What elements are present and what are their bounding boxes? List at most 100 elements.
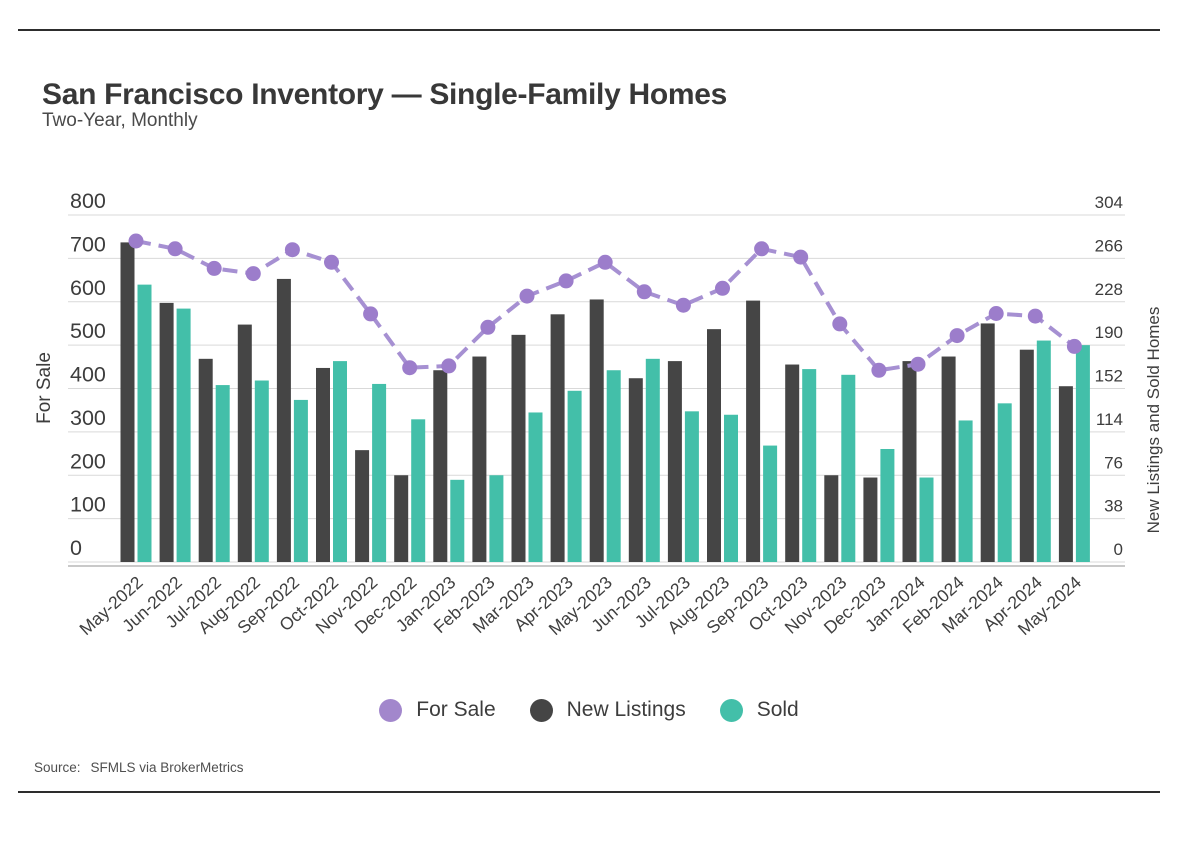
page-title: San Francisco Inventory — Single-Family … [42,78,728,112]
for-sale-point [949,328,965,344]
for-sale-point [910,356,926,372]
legend-item-for-sale: For Sale [379,698,496,722]
right-axis-tick-label: 190 [1095,323,1123,342]
new-listings-bar [980,323,995,562]
left-axis-tick-label: 700 [70,232,106,256]
for-sale-point [441,358,457,374]
sold-bar [254,380,269,562]
sold-bar [919,477,934,562]
left-axis-tick-label: 0 [70,536,82,560]
new-listings-bar [550,314,565,562]
for-sale-point [324,254,339,270]
sold-bar [645,358,660,562]
new-listings-bar [237,324,252,562]
new-listings-bar [120,242,135,562]
new-listings-bar [511,334,526,562]
sold-bar [841,374,856,562]
top-divider [18,29,1160,31]
right-axis-tick-label: 0 [1114,540,1123,559]
sold-bar [215,385,230,562]
sold-bar [333,361,347,562]
page-subtitle: Two-Year, Monthly [42,110,198,131]
new-listings-bar [746,300,761,562]
sold-bar [724,414,738,562]
new-listings-bar [902,361,917,562]
for-sale-point [636,284,652,300]
new-listings-bar [159,302,174,562]
bottom-divider [18,791,1160,793]
new-listings-bar [667,361,682,562]
new-listings-bar [355,450,370,562]
legend-label: New Listings [566,698,686,721]
new-listings-bar [785,364,800,562]
for-sale-point [715,280,730,296]
sold-bar [372,383,387,562]
left-axis-tick-label: 100 [70,493,106,517]
left-axis-title: For Sale [34,352,55,424]
sold-bar [997,403,1012,562]
legend-item-new-listings: New Listings [529,698,686,722]
sold-bar [763,445,778,562]
new-listings-bar [433,370,448,562]
chart-canvas: 0 0 100 38 200 76 300 114 400 152 500 190 600 228 700 2… [34,189,1163,639]
inventory-chart: 0 0 100 38 200 76 300 114 400 152 500 190 600 228 700 2… [20,183,1170,675]
sold-bar [450,479,465,562]
new-listings-bar [472,356,487,562]
new-listings-bar [316,367,330,562]
source-label: Source: [34,760,81,775]
for-sale-swatch-icon [379,698,403,722]
right-axis-tick-label: 266 [1095,236,1123,255]
for-sale-point [402,360,418,376]
left-axis-tick-label: 400 [70,363,106,387]
for-sale-point [1066,338,1082,354]
for-sale-point [284,242,300,258]
for-sale-point [675,297,691,313]
legend-label: Sold [756,698,799,721]
for-sale-point [597,254,613,270]
left-axis-tick-label: 800 [70,189,106,213]
sold-bar [567,390,582,562]
new-listings-bar [394,475,409,562]
chart-legend: For Sale New Listings Sold [0,698,1178,722]
right-axis-tick-label: 228 [1095,280,1123,299]
sold-bar [1075,345,1090,562]
for-sale-point [988,306,1004,321]
sold-bar [1036,340,1051,562]
left-axis-tick-label: 200 [70,449,106,473]
sold-bar [684,411,699,562]
sold-bar [528,412,543,562]
sold-swatch-icon [719,698,743,722]
source-text: SFMLS via BrokerMetrics [90,760,244,775]
sold-bar [137,284,152,562]
sold-bar [411,419,426,562]
new-listings-bar [941,356,956,562]
right-axis-title: New Listings and Sold Homes [1144,307,1163,534]
for-sale-point [206,260,222,276]
for-sale-point [167,241,183,257]
for-sale-point [480,319,496,335]
for-sale-point [363,306,379,322]
for-sale-point [832,316,848,332]
source-attribution: Source: SFMLS via BrokerMetrics [34,760,244,775]
legend-label: For Sale [416,698,496,721]
for-sale-point [245,266,261,282]
sold-bar [293,399,308,562]
new-listings-bar [628,378,643,562]
left-axis-tick-label: 500 [70,319,106,343]
new-listings-bar [198,358,213,562]
sold-bar [176,308,191,562]
left-axis-tick-label: 600 [70,276,106,300]
for-sale-point [754,241,770,257]
new-listings-bar [276,278,291,562]
sold-bar [880,448,895,562]
legend-item-sold: Sold [719,698,799,722]
sold-bar [958,420,973,562]
right-axis-tick-label: 38 [1104,497,1123,516]
new-listings-bar [707,329,721,562]
new-listings-bar [1058,386,1073,562]
new-listings-bar [863,477,878,562]
new-listings-bar [1019,349,1034,562]
for-sale-point [793,249,809,265]
new-listings-swatch-icon [529,698,553,722]
sold-bar [802,369,817,562]
